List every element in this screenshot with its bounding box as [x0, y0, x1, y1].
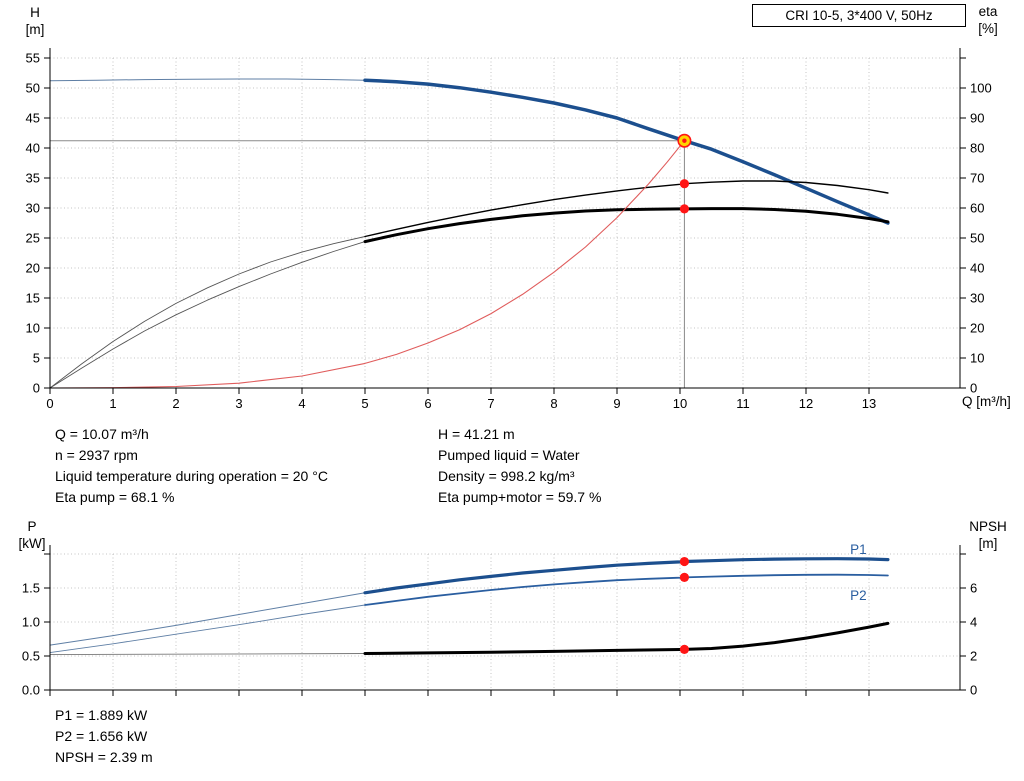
svg-text:12: 12 — [799, 396, 813, 411]
svg-text:6: 6 — [424, 396, 431, 411]
svg-text:15: 15 — [26, 291, 40, 306]
annotation-line: P1 = 1.889 kW — [55, 707, 148, 723]
npsh-axis-title: NPSH [m] — [969, 519, 1007, 551]
svg-text:45: 45 — [26, 111, 40, 126]
svg-text:9: 9 — [613, 396, 620, 411]
svg-text:0.0: 0.0 — [22, 683, 40, 698]
axes — [44, 48, 966, 394]
svg-text:6: 6 — [970, 581, 977, 596]
svg-text:55: 55 — [26, 51, 40, 66]
annotation-line: Eta pump = 68.1 % — [55, 489, 175, 505]
svg-text:11: 11 — [736, 396, 750, 411]
eta-pump — [364, 180, 889, 238]
svg-text:2: 2 — [970, 649, 977, 664]
svg-text:8: 8 — [550, 396, 557, 411]
svg-text:4: 4 — [970, 615, 977, 630]
eta-axis-title: eta [%] — [978, 4, 998, 36]
duty-point-center-dot — [682, 138, 687, 143]
result-text-right: H = 41.21 m Pumped liquid = Water Densit… — [438, 424, 601, 508]
eta-pump-extension — [49, 236, 366, 389]
result-dot — [679, 204, 690, 214]
qh-efficiency-chart: 0 1 2 3 4 5 6 7 8 9 10 11 12 130510152025303540455055… — [26, 48, 992, 411]
svg-text:1.5: 1.5 — [22, 581, 40, 596]
p-axis-title: P [kW] — [18, 519, 46, 551]
p1-extension — [49, 592, 366, 646]
svg-text:4: 4 — [298, 396, 305, 411]
svg-text:60: 60 — [970, 201, 984, 216]
svg-text:70: 70 — [970, 171, 984, 186]
result-dot — [679, 179, 690, 189]
result-dot — [679, 556, 690, 567]
svg-text:10: 10 — [26, 321, 40, 336]
svg-text:10: 10 — [970, 351, 984, 366]
tick-labels: 0.0 0.5 1.0 1.5 0 2 4 6 — [22, 581, 977, 698]
p1-curve — [363, 557, 890, 595]
svg-text:1: 1 — [109, 396, 116, 411]
svg-text:40: 40 — [970, 261, 984, 276]
pump-curve-qh — [363, 78, 890, 225]
annotation-line: Density = 998.2 kg/m³ — [438, 468, 575, 484]
svg-text:30: 30 — [26, 201, 40, 216]
q-axis-title: Q [m³/h] — [962, 394, 1011, 409]
p2-extension — [49, 604, 366, 654]
svg-text:3: 3 — [235, 396, 242, 411]
svg-text:0: 0 — [970, 683, 977, 698]
svg-text:1.0: 1.0 — [22, 615, 40, 630]
p2-curve — [364, 573, 889, 606]
annotation-line: Eta pump+motor = 59.7 % — [438, 489, 602, 505]
gridlines — [50, 57, 960, 388]
annotation-line: H = 41.21 m — [438, 426, 515, 442]
svg-text:7: 7 — [487, 396, 494, 411]
annotation-line: Q = 10.07 m³/h — [55, 426, 149, 442]
svg-text:2: 2 — [172, 396, 179, 411]
pump-designation-box: CRI 10-5, 3*400 V, 50Hz — [752, 4, 966, 27]
npsh-curve — [363, 621, 890, 655]
svg-text:20: 20 — [26, 261, 40, 276]
svg-text:13: 13 — [862, 396, 876, 411]
result-text-left: Q = 10.07 m³/h n = 2937 rpm Liquid tempe… — [55, 424, 328, 508]
svg-text:0: 0 — [970, 381, 977, 396]
result-dot — [679, 572, 690, 582]
annotation-line: Pumped liquid = Water — [438, 447, 580, 463]
svg-text:0.5: 0.5 — [22, 649, 40, 664]
svg-text:50: 50 — [26, 81, 40, 96]
system-curve — [49, 140, 685, 389]
npsh-extension — [49, 653, 366, 656]
result-text-bottom: P1 = 1.889 kW P2 = 1.656 kW NPSH = 2.39 … — [55, 705, 153, 768]
annotation-line: NPSH = 2.39 m — [55, 749, 153, 765]
svg-text:40: 40 — [26, 141, 40, 156]
axes — [44, 545, 966, 696]
svg-text:5: 5 — [33, 351, 40, 366]
power-npsh-chart: 0.0 0.5 1.0 1.5 0 2 4 6 P1 P2 — [22, 542, 977, 698]
svg-text:30: 30 — [970, 291, 984, 306]
series-label-p1: P1 — [850, 542, 867, 557]
svg-text:0: 0 — [33, 381, 40, 396]
svg-text:5: 5 — [361, 396, 368, 411]
eta-pump-motor — [363, 207, 890, 244]
svg-text:20: 20 — [970, 321, 984, 336]
svg-text:25: 25 — [26, 231, 40, 246]
annotation-line: n = 2937 rpm — [55, 447, 138, 463]
svg-text:100: 100 — [970, 81, 992, 96]
svg-text:0: 0 — [46, 396, 53, 411]
pump-curve-extension — [49, 78, 366, 82]
svg-text:10: 10 — [673, 396, 687, 411]
svg-text:80: 80 — [970, 141, 984, 156]
annotation-line: Liquid temperature during operation = 20… — [55, 468, 328, 484]
series-label-p2: P2 — [850, 588, 867, 603]
annotation-line: P2 = 1.656 kW — [55, 728, 148, 744]
result-dot — [679, 644, 690, 654]
tick-labels: 0 1 2 3 4 5 6 7 8 9 10 11 12 130510152025303540455055… — [26, 51, 992, 412]
h-axis-title: H [m] — [25, 5, 45, 37]
eta-pump-motor-extension — [49, 241, 366, 389]
svg-text:50: 50 — [970, 231, 984, 246]
svg-text:35: 35 — [26, 171, 40, 186]
svg-text:90: 90 — [970, 111, 984, 126]
